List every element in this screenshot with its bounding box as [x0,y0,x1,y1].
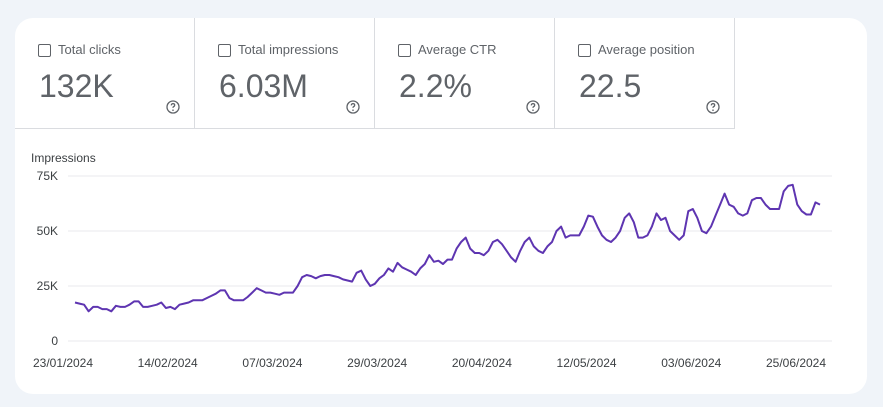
metric-average-ctr[interactable]: Average CTR 2.2% [375,18,555,128]
x-tick-label: 25/06/2024 [766,356,826,370]
x-tick-label: 29/03/2024 [347,356,407,370]
chart-gridlines [68,175,832,342]
impressions-series-line [74,183,821,313]
metric-value: 22.5 [579,68,642,104]
x-tick-label: 12/05/2024 [557,356,617,370]
metric-label: Total impressions [238,42,339,57]
y-tick-label: 50K [37,224,58,238]
metric-label: Average CTR [418,42,497,57]
metric-label: Total clicks [58,42,121,57]
metric-value: 2.2% [399,68,472,104]
y-tick-labels: 0 25K 50K 75K [37,169,59,348]
metric-value: 6.03M [219,68,308,104]
checkbox-empty-icon[interactable] [38,44,51,57]
checkbox-empty-icon[interactable] [398,44,411,57]
metric-tiles: Total clicks 132K Total impressions 6.03… [15,18,735,129]
metric-average-position[interactable]: Average position 22.5 [555,18,735,128]
checkbox-empty-icon[interactable] [218,44,231,57]
y-tick-label: 0 [51,334,58,348]
help-circle-icon[interactable] [706,100,720,114]
metric-total-clicks[interactable]: Total clicks 132K [15,18,195,128]
help-circle-icon[interactable] [166,100,180,114]
metric-label: Average position [598,42,695,57]
x-tick-label: 03/06/2024 [661,356,721,370]
metric-total-impressions[interactable]: Total impressions 6.03M [195,18,375,128]
help-circle-icon[interactable] [346,100,360,114]
help-circle-icon[interactable] [526,100,540,114]
performance-card: Total clicks 132K Total impressions 6.03… [15,18,867,394]
checkbox-empty-icon[interactable] [578,44,591,57]
metric-value: 132K [39,68,114,104]
impressions-chart: Impressions 0 25K 50K 75K 23/01/2024 14/02/2… [31,151,832,370]
x-tick-labels: 23/01/2024 14/02/2024 07/03/2024 29/03/2024… [33,356,826,370]
x-tick-label: 07/03/2024 [242,356,302,370]
y-tick-label: 75K [37,169,58,183]
x-tick-label: 23/01/2024 [33,356,93,370]
x-tick-label: 14/02/2024 [138,356,198,370]
y-tick-label: 25K [37,279,58,293]
x-tick-label: 20/04/2024 [452,356,512,370]
y-axis-title: Impressions [31,151,96,165]
